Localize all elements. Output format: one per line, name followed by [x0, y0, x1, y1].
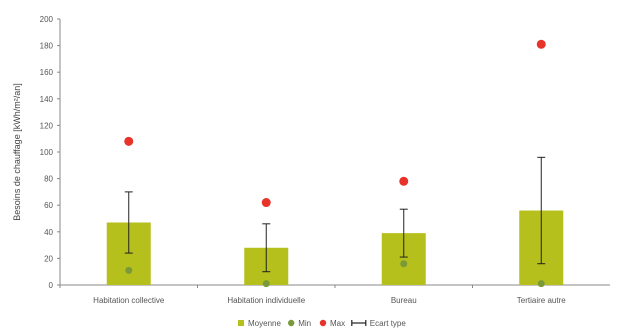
- x-category-label: Habitation collective: [93, 296, 165, 305]
- legend-label: Min: [298, 319, 311, 328]
- y-tick-label: 200: [40, 15, 54, 24]
- points: [124, 39, 546, 288]
- legend-swatch-moyenne: [238, 320, 244, 326]
- y-tick-label: 80: [44, 175, 53, 184]
- legend-label: Moyenne: [248, 319, 281, 328]
- error-bars: [124, 156, 546, 273]
- point-max: [124, 136, 134, 146]
- point-min: [537, 280, 545, 288]
- point-min: [125, 266, 133, 274]
- legend-label: Ecart type: [370, 319, 407, 328]
- legend-swatch-max: [319, 319, 327, 327]
- x-category-label: Bureau: [391, 296, 417, 305]
- point-max: [399, 176, 409, 186]
- y-tick-label: 160: [40, 68, 54, 77]
- point-max: [261, 198, 271, 208]
- y-tick-label: 20: [44, 254, 53, 263]
- legend-label: Max: [330, 319, 345, 328]
- y-tick-label: 180: [40, 42, 54, 51]
- point-min: [262, 280, 270, 288]
- y-tick-label: 100: [40, 148, 54, 157]
- x-category-label: Tertiaire autre: [517, 296, 566, 305]
- y-axis-label: Besoins de chauffage [kWh/m²/an]: [12, 83, 22, 220]
- y-tick-label: 120: [40, 121, 54, 130]
- legend-swatch-min: [288, 319, 295, 327]
- bars: [106, 210, 564, 285]
- y-ticks: 0 20 40 60 80 100 120 140 160 180 200: [40, 15, 60, 290]
- legend: Moyenne Min Max Ecart type: [238, 319, 406, 328]
- y-tick-label: 60: [44, 201, 53, 210]
- x-category-label: Habitation individuelle: [227, 296, 305, 305]
- y-tick-label: 40: [44, 228, 53, 237]
- y-tick-label: 0: [49, 281, 54, 290]
- x-labels: Habitation collective Habitation individu…: [59, 285, 566, 305]
- y-tick-label: 140: [40, 95, 54, 104]
- point-max: [536, 39, 546, 49]
- point-min: [400, 260, 408, 268]
